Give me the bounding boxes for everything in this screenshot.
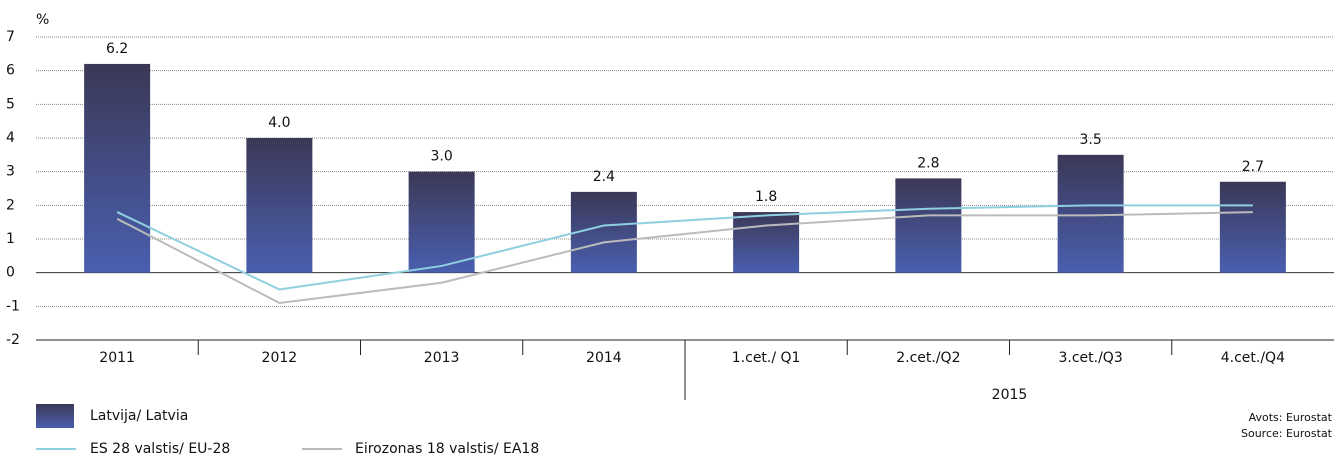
source: Source: Eurostat (1241, 427, 1333, 440)
y-tick-label: 5 (6, 96, 15, 112)
x-tick-label: 2011 (99, 350, 135, 366)
legend-label: ES 28 valstis/ EU-28 (90, 441, 230, 457)
line (116, 211, 1253, 304)
value-label: 4.0 (268, 115, 290, 131)
y-tick-label: 4 (6, 130, 15, 146)
value-label: 6.2 (106, 41, 128, 57)
x-tick-label: 2014 (586, 350, 622, 366)
y-tick-label: 3 (6, 164, 15, 180)
bar (570, 191, 637, 273)
x-tick-label: 4.cet./Q4 (1221, 350, 1285, 366)
source: Avots: Eurostat (1249, 411, 1333, 424)
bar (246, 138, 313, 273)
value-label: 2.8 (917, 155, 939, 171)
y-axis-label: % (36, 12, 49, 28)
value-label: 2.4 (593, 169, 615, 185)
y-tick-label: 0 (6, 265, 15, 281)
y-tick-label: -2 (6, 332, 20, 348)
line (116, 204, 1253, 291)
legend-label: Eirozonas 18 valstis/ EA18 (355, 441, 539, 457)
x-tick-label: 2012 (262, 350, 298, 366)
x-tick-label: 2.cet./Q2 (896, 350, 960, 366)
legend-swatch (36, 404, 74, 428)
y-tick-label: -1 (6, 298, 20, 314)
x-tick-label: 2013 (424, 350, 460, 366)
legend-label: Latvija/ Latvia (90, 408, 188, 424)
x-tick-label: 1.cet./ Q1 (732, 350, 801, 366)
x-tick-label: 3.cet./Q3 (1058, 350, 1122, 366)
group-label: 2015 (992, 387, 1028, 403)
y-tick-label: 6 (6, 63, 15, 79)
bar (895, 178, 962, 273)
value-label: 3.0 (430, 149, 452, 165)
y-tick-label: 2 (6, 197, 15, 213)
bar (1219, 181, 1286, 273)
value-label: 1.8 (755, 189, 777, 205)
bar (733, 212, 800, 273)
bar (408, 171, 475, 273)
bar (1057, 154, 1124, 273)
y-tick-label: 7 (6, 29, 15, 45)
value-label: 3.5 (1079, 132, 1101, 148)
y-tick-label: 1 (6, 231, 15, 247)
bar (84, 63, 151, 273)
value-label: 2.7 (1242, 159, 1264, 175)
